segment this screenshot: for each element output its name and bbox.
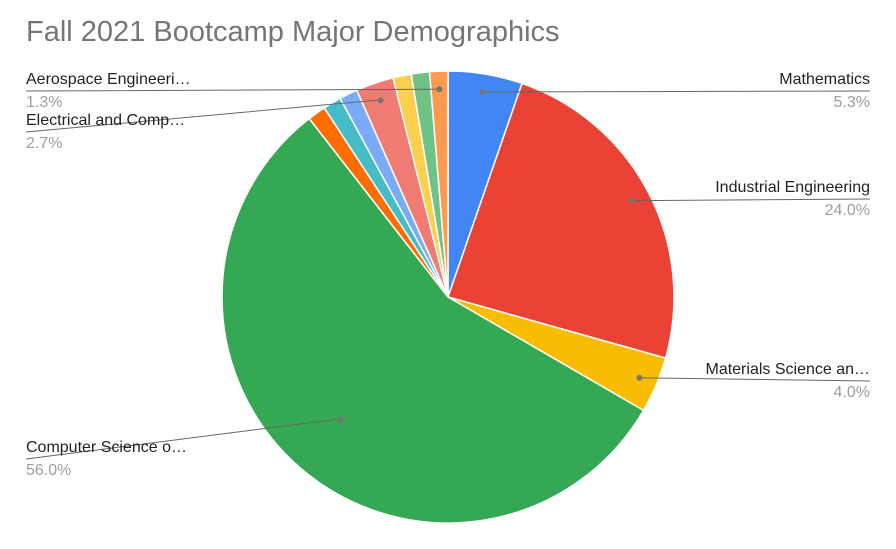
- leader-line: [639, 377, 871, 382]
- leader-dot: [337, 416, 344, 423]
- pie-slice: [428, 70, 449, 298]
- slice-percent-label: 1.3%: [26, 94, 62, 111]
- pie-slice: [447, 82, 675, 360]
- slice-percent-label: 24.0%: [825, 202, 870, 219]
- leader-line: [632, 198, 871, 202]
- slice-label: Aerospace Engineeri…: [26, 71, 191, 88]
- slice-percent-label: 4.0%: [834, 384, 870, 401]
- leader-dot: [479, 88, 486, 95]
- slice-label: Mathematics: [779, 71, 870, 88]
- leader-dot: [629, 197, 636, 204]
- leader-dot: [436, 86, 443, 93]
- pie-slice: [221, 117, 645, 524]
- chart-title: Fall 2021 Bootcamp Major Demographics: [26, 16, 560, 48]
- slice-percent-label: 5.3%: [834, 94, 870, 111]
- slice-percent-label: 2.7%: [26, 135, 62, 152]
- slice-label: Computer Science o…: [26, 439, 187, 456]
- slice-label: Materials Science an…: [705, 361, 870, 378]
- slice-label: Industrial Engineering: [715, 179, 870, 196]
- slice-label: Electrical and Comp…: [26, 112, 185, 129]
- leader-dot: [636, 374, 643, 381]
- slice-percent-label: 56.0%: [26, 462, 71, 479]
- leader-dot: [377, 97, 384, 104]
